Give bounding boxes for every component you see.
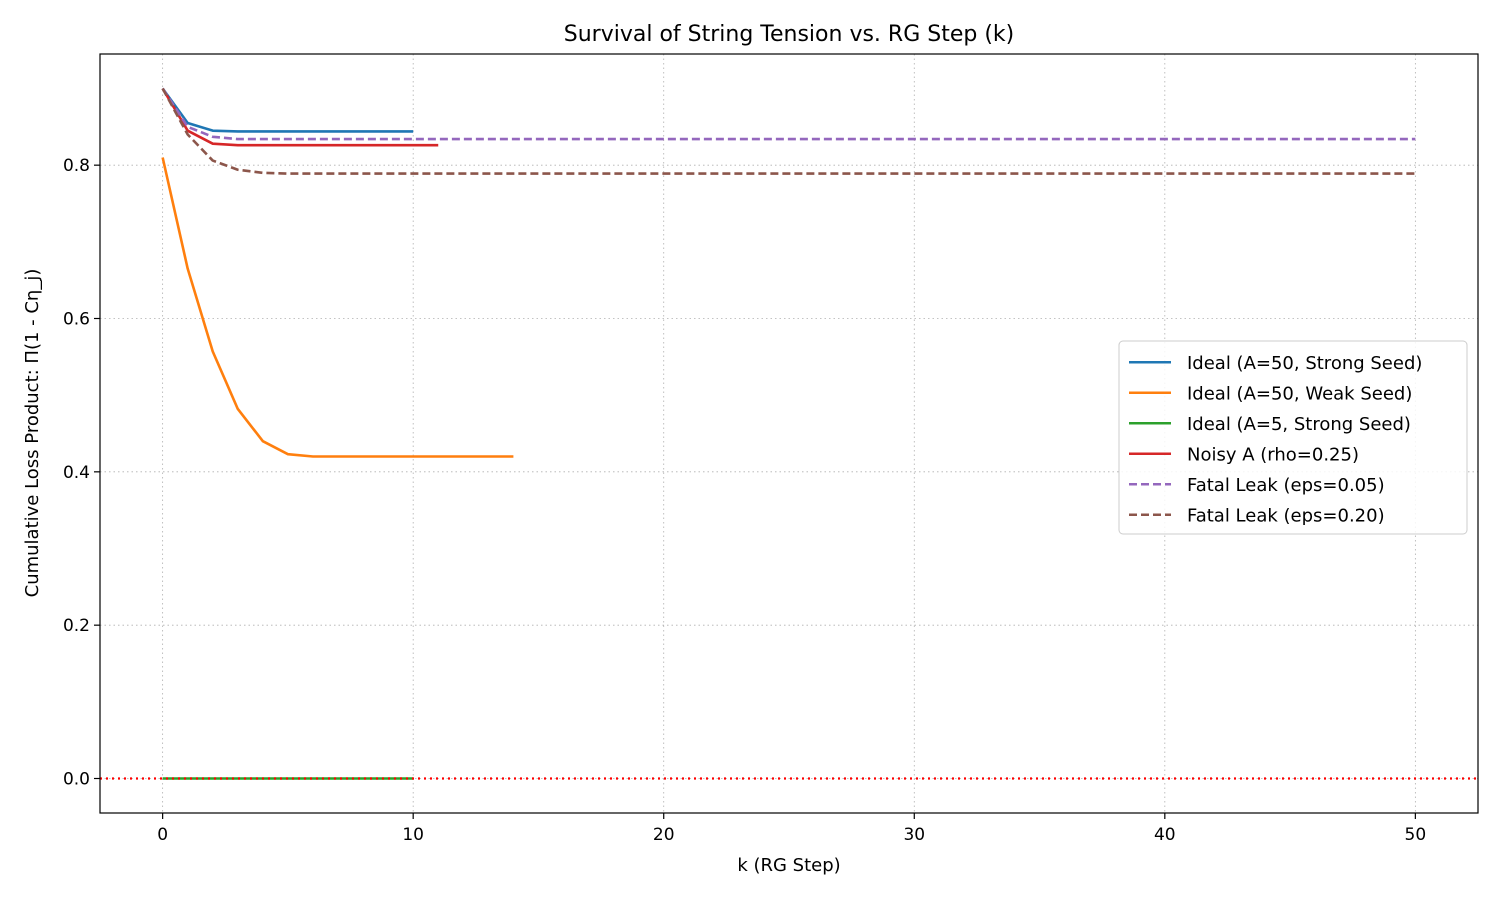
plot-series (100, 87, 1478, 780)
y-axis-label: Cumulative Loss Product: Π(1 - Cη_j) (22, 269, 43, 598)
x-tick-label: 30 (903, 825, 925, 845)
legend-label-1: Ideal (A=50, Strong Seed) (1187, 353, 1422, 374)
legend-label-3: Ideal (A=5, Strong Seed) (1187, 414, 1411, 435)
legend-label-5: Fatal Leak (eps=0.05) (1187, 475, 1385, 496)
series-line-2 (161, 157, 514, 458)
y-tick-label: 0.0 (63, 770, 90, 790)
series-line-6 (161, 87, 1416, 175)
chart-title: Survival of String Tension vs. RG Step (… (564, 22, 1014, 47)
y-tick-label: 0.8 (63, 156, 90, 176)
x-axis-label: k (RG Step) (737, 855, 840, 876)
legend-label-2: Ideal (A=50, Weak Seed) (1187, 383, 1412, 404)
x-tick-label: 0 (157, 825, 168, 845)
plot-frame (99, 53, 1479, 814)
y-tick-label: 0.4 (63, 463, 90, 483)
legend: Ideal (A=50, Strong Seed) Ideal (A=50, We… (1118, 340, 1468, 535)
legend-label-4: Noisy A (rho=0.25) (1187, 444, 1359, 465)
x-tick-label: 20 (653, 825, 675, 845)
y-tick-label: 0.2 (63, 616, 90, 636)
series-line-4 (161, 87, 439, 147)
axis-ticks: 0 10 20 30 40 50 0.0 0.2 0.4 0.6 0.8 (63, 156, 1426, 845)
legend-box (1118, 340, 1468, 535)
x-tick-label: 40 (1154, 825, 1176, 845)
legend-label-6: Fatal Leak (eps=0.20) (1187, 505, 1385, 526)
series-line-5 (161, 87, 1416, 141)
x-tick-label: 50 (1405, 825, 1427, 845)
series-line-1 (161, 87, 414, 133)
x-tick-label: 10 (402, 825, 424, 845)
y-tick-label: 0.6 (63, 310, 90, 330)
